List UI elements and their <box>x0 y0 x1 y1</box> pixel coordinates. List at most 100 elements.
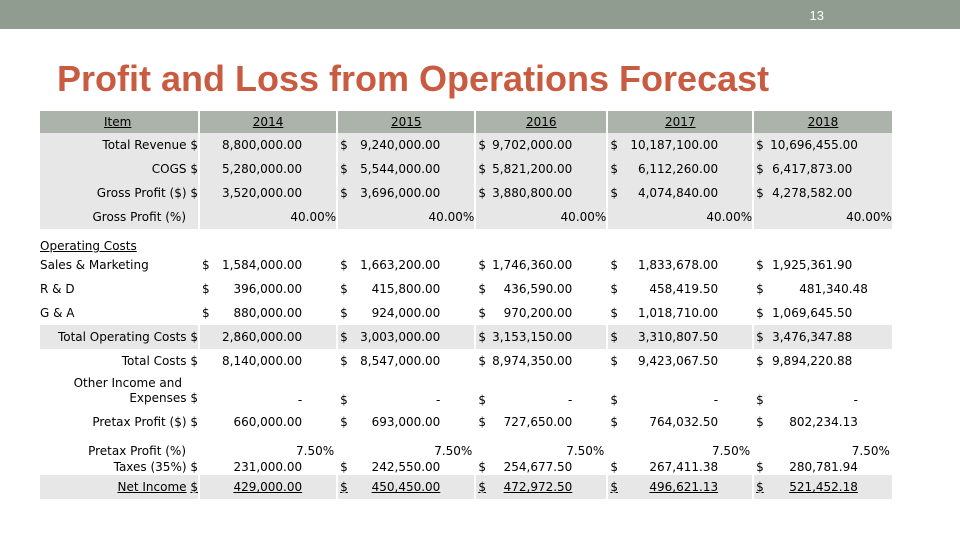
currency-symbol: $ <box>190 354 198 368</box>
cell-value: 40.00% <box>606 205 754 229</box>
row-label-total-revenue: Total Revenue <box>102 138 187 152</box>
header-year-2017: 2017 <box>606 111 754 133</box>
currency-symbol: $ <box>190 138 198 152</box>
cell-value: 660,000.00 <box>233 415 303 429</box>
cell-value: 8,974,350.00 <box>492 354 573 368</box>
currency-symbol: $ <box>610 162 618 176</box>
cell-value: 8,800,000.00 <box>222 138 303 152</box>
currency-symbol: $ <box>756 354 764 368</box>
currency-symbol: $ <box>478 330 486 344</box>
header-year-2014: 2014 <box>197 111 338 133</box>
header-year-2018: 2018 <box>752 111 892 133</box>
currency-symbol: $ <box>756 330 764 344</box>
cell-value: 2,860,000.00 <box>222 330 303 344</box>
cell-value: 458,419.50 <box>649 282 719 296</box>
top-bar: 13 <box>0 0 960 29</box>
currency-symbol: $ <box>478 480 486 494</box>
currency-symbol: $ <box>340 282 348 296</box>
slide-number: 13 <box>809 8 824 23</box>
currency-symbol: $ <box>478 306 486 320</box>
cell-value: 3,880,800.00 <box>492 186 573 200</box>
cell-value: 1,069,645.50 <box>772 306 853 320</box>
cell-value: 7.50% <box>851 444 890 458</box>
table-row: Operating Costs <box>40 229 892 253</box>
cell-value: 3,003,000.00 <box>360 330 441 344</box>
currency-symbol: $ <box>478 258 486 272</box>
cell-value: 7.50% <box>566 444 605 458</box>
table-row: Pretax Profit (%) Taxes (35%) $ 7.50% 23… <box>40 435 892 475</box>
cell-value: 6,417,873.00 <box>772 162 853 176</box>
cell-value: 40.00% <box>752 205 892 229</box>
currency-symbol: $ <box>340 354 348 368</box>
cell-value: 521,452.18 <box>789 480 858 494</box>
cell-value: 6,112,260.00 <box>637 162 719 176</box>
cell-value: 280,781.94 <box>789 460 858 474</box>
currency-symbol: $ <box>340 415 348 429</box>
row-label-other-income-line1: Other Income and <box>73 376 182 390</box>
cell-value: 693,000.00 <box>371 415 441 429</box>
row-label-ga: G & A <box>40 306 75 320</box>
row-label-total-costs: Total Costs <box>121 354 187 368</box>
cell-value: - <box>435 393 441 407</box>
cell-value: 7.50% <box>296 444 335 458</box>
cell-value: 242,550.00 <box>371 460 441 474</box>
currency-symbol: $ <box>756 282 764 296</box>
currency-symbol: $ <box>610 306 618 320</box>
table-row: Total Revenue $ 8,800,000.00 $9,240,000.… <box>40 133 892 157</box>
cell-value: 3,696,000.00 <box>360 186 441 200</box>
header-year-2016: 2016 <box>474 111 608 133</box>
cell-value: 9,423,067.50 <box>637 354 719 368</box>
row-label-pretax-profit-pct: Pretax Profit (%) <box>88 444 186 458</box>
row-label-other-income-line2: Expenses <box>129 391 187 405</box>
cell-value: 254,677.50 <box>503 460 573 474</box>
currency-symbol: $ <box>610 258 618 272</box>
cell-value: 3,153,150.00 <box>492 330 573 344</box>
cell-value: 40.00% <box>336 205 476 229</box>
currency-symbol: $ <box>340 138 348 152</box>
cell-value: 4,074,840.00 <box>637 186 719 200</box>
cell-value: - <box>853 393 858 407</box>
row-label-rd: R & D <box>40 282 75 296</box>
table-row: R & D $396,000.00 $415,800.00 $436,590.0… <box>40 277 892 301</box>
cell-value: 8,547,000.00 <box>360 354 441 368</box>
cell-value: 802,234.13 <box>789 415 858 429</box>
table-row: Total Operating Costs $ 2,860,000.00 $3,… <box>40 325 892 349</box>
cell-value: 415,800.00 <box>371 282 441 296</box>
currency-symbol: $ <box>478 138 486 152</box>
table-row: Other Income and Expenses $ - $ - $ - $ - $… <box>40 373 892 409</box>
cell-value: 3,520,000.00 <box>222 186 303 200</box>
currency-symbol: $ <box>340 306 348 320</box>
currency-symbol: $ <box>190 186 198 200</box>
cell-value: 5,280,000.00 <box>222 162 303 176</box>
profit-loss-table: Item 2014 2015 2016 2017 2018 Total Reve… <box>40 111 892 499</box>
table-row: Total Costs $ 8,140,000.00 $8,547,000.00… <box>40 349 892 373</box>
cell-value: 9,240,000.00 <box>360 138 441 152</box>
cell-value: - <box>297 393 303 407</box>
cell-value: 5,821,200.00 <box>492 162 573 176</box>
currency-symbol: $ <box>756 162 764 176</box>
cell-value: - <box>567 393 573 407</box>
currency-symbol: $ <box>478 282 486 296</box>
currency-symbol: $ <box>610 138 618 152</box>
currency-symbol: $ <box>478 393 486 407</box>
cell-value: 472,972.50 <box>503 480 573 494</box>
cell-value: 1,746,360.00 <box>492 258 573 272</box>
row-label-total-operating-costs: Total Operating Costs <box>57 330 187 344</box>
currency-symbol: $ <box>610 354 618 368</box>
cell-value: 40.00% <box>474 205 608 229</box>
currency-symbol: $ <box>478 162 486 176</box>
cell-value: 3,310,807.50 <box>637 330 719 344</box>
table-row: Gross Profit ($) $ 3,520,000.00 $3,696,0… <box>40 181 892 205</box>
currency-symbol: $ <box>190 330 198 344</box>
currency-symbol: $ <box>340 258 348 272</box>
table-row: COGS $ 5,280,000.00 $5,544,000.00 $5,821… <box>40 157 892 181</box>
table-row: Pretax Profit ($) $ 660,000.00 $693,000.… <box>40 409 892 435</box>
cell-value: 9,894,220.88 <box>772 354 853 368</box>
cell-value: 10,187,100.00 <box>630 138 719 152</box>
currency-symbol: $ <box>756 415 764 429</box>
row-label-taxes: Taxes (35%) <box>113 460 187 474</box>
row-label-net-income: Net Income <box>117 480 187 494</box>
cell-value: 880,000.00 <box>233 306 303 320</box>
currency-symbol: $ <box>756 460 764 474</box>
cell-value: 727,650.00 <box>503 415 573 429</box>
